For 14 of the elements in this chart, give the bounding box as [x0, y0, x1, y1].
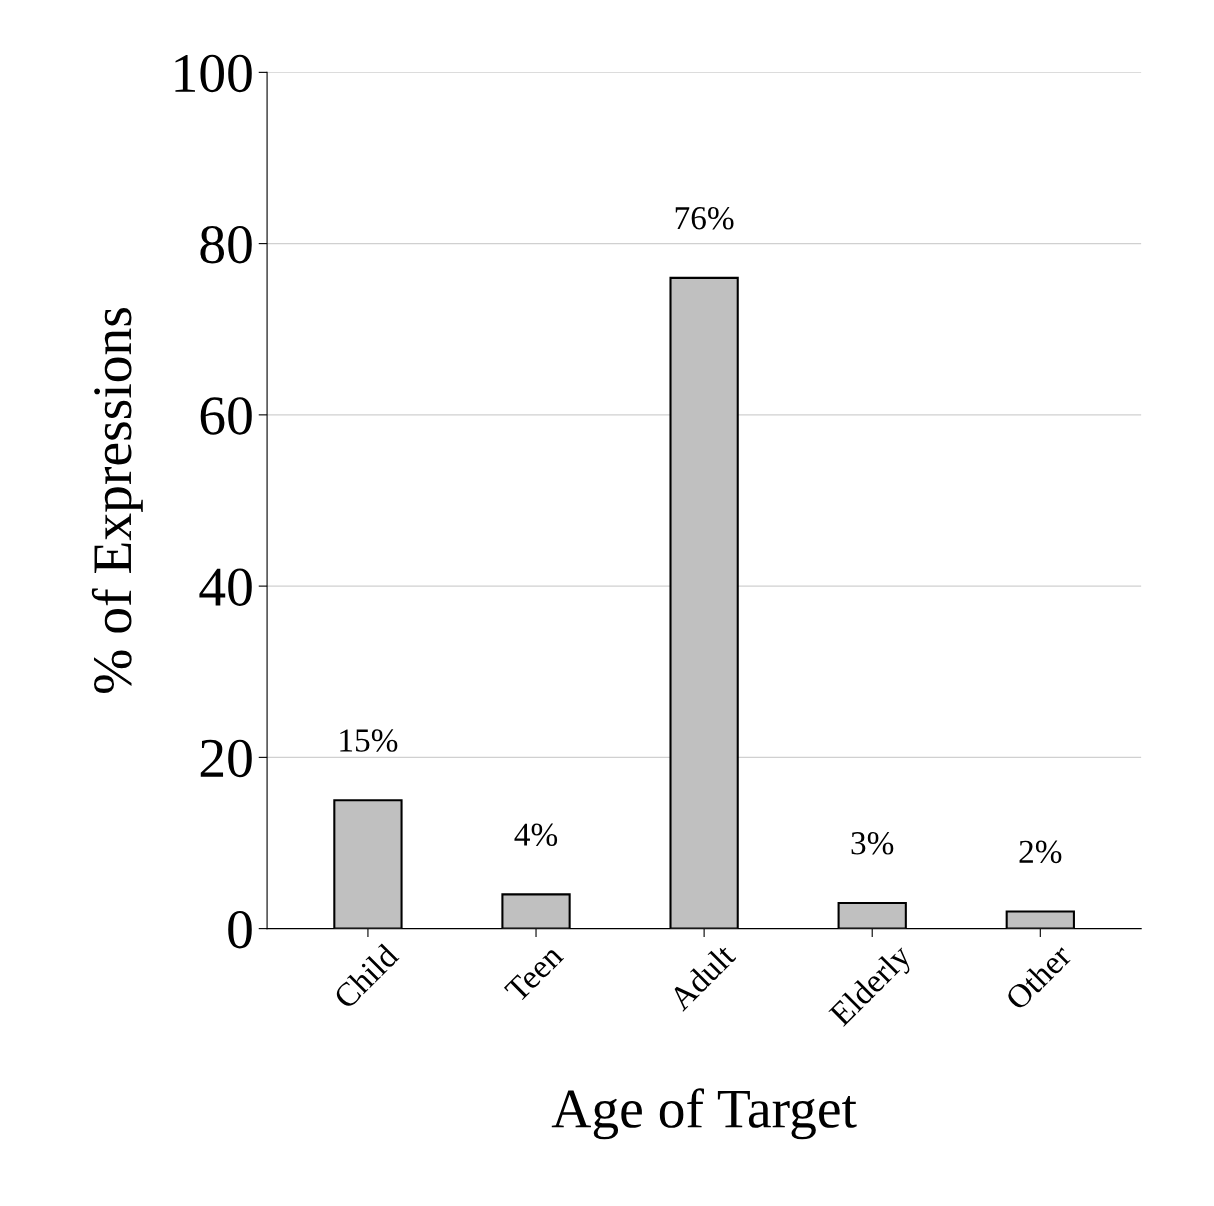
data-label: 4% [514, 823, 558, 847]
y-tick-label: 20 [200, 739, 252, 778]
data-label: 3% [851, 832, 894, 855]
y-tick-label: 60 [200, 397, 252, 435]
data-label: 15% [340, 729, 398, 752]
y-tick-label: 100 [175, 54, 252, 93]
data-label: 76% [675, 206, 734, 230]
y-tick-label: 40 [199, 568, 252, 606]
x-axis-title: Age of Target [551, 1088, 857, 1140]
x-tick-label: Teen [503, 943, 565, 1004]
data-label: 2% [1019, 840, 1062, 864]
y-tick-label: 80 [200, 225, 252, 264]
y-axis-title: % of Expressions [91, 308, 143, 694]
y-tick-label: 0 [228, 910, 252, 949]
